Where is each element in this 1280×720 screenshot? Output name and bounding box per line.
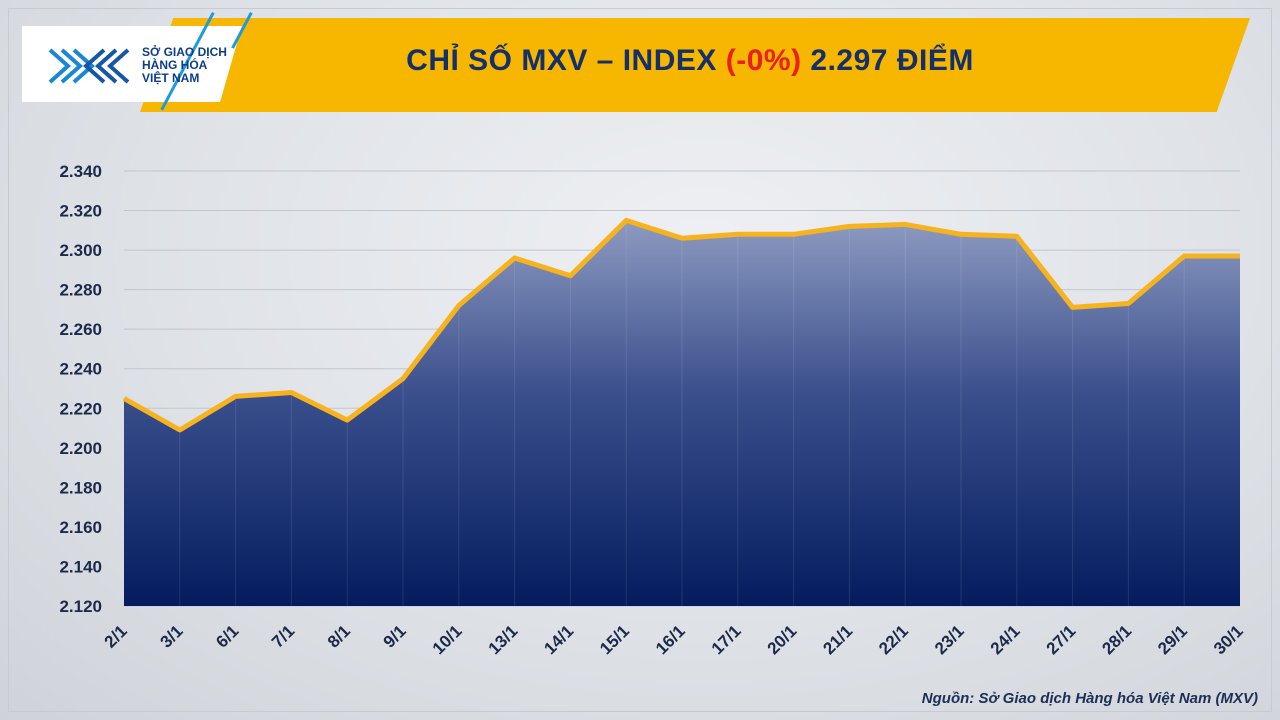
x-tick-label: 23/1 — [931, 621, 968, 658]
chart-title: CHỈ SỐ MXV – INDEX (-0%) 2.297 ĐIỂM — [300, 44, 1080, 78]
x-tick-label: 7/1 — [268, 621, 298, 651]
logo-line-2: HÀNG HÓA — [142, 58, 208, 72]
y-tick-label: 2.260 — [59, 320, 102, 339]
y-tick-label: 2.160 — [59, 518, 102, 537]
x-axis: 2/1 3/1 6/1 7/1 8/1 9/1 10/1 13/1 14/1 15/1 16/1 17… — [101, 621, 1247, 658]
x-tick-label: 24/1 — [987, 621, 1024, 658]
x-tick-label: 27/1 — [1043, 621, 1080, 658]
x-tick-label: 13/1 — [485, 621, 522, 658]
x-tick-label: 29/1 — [1154, 621, 1191, 658]
y-tick-label: 2.340 — [59, 162, 102, 181]
title-banner — [140, 18, 1250, 112]
logo-line-1: SỞ GIAO DỊCH — [142, 45, 227, 59]
frame-border — [8, 8, 1272, 712]
title-suffix: 2.297 ĐIỂM — [801, 44, 974, 77]
x-tick-label: 8/1 — [324, 621, 354, 651]
x-tick-label: 30/1 — [1210, 621, 1247, 658]
x-tick-label: 9/1 — [380, 621, 410, 651]
mxv-logo-icon — [48, 48, 130, 84]
y-tick-label: 2.120 — [59, 597, 102, 616]
logo-text: SỞ GIAO DỊCH HÀNG HÓA VIỆT NAM — [142, 46, 242, 85]
logo-line-3: VIỆT NAM — [142, 71, 200, 85]
x-tick-label: 17/1 — [708, 621, 745, 658]
x-tick-label: 28/1 — [1098, 621, 1135, 658]
title-prefix: CHỈ SỐ MXV – INDEX — [406, 44, 726, 77]
y-tick-label: 2.240 — [59, 360, 102, 379]
y-tick-label: 2.200 — [59, 439, 102, 458]
title-change: (-0%) — [725, 44, 802, 77]
x-tick-label: 20/1 — [764, 621, 801, 658]
x-tick-label: 14/1 — [540, 621, 577, 658]
x-tick-label: 2/1 — [101, 621, 131, 651]
x-tick-label: 16/1 — [652, 621, 689, 658]
y-axis: 2.120 2.140 2.160 2.180 2.200 2.220 2.240 2.260… — [59, 162, 102, 616]
source-note: Nguồn: Sở Giao dịch Hàng hóa Việt Nam (M… — [921, 690, 1258, 707]
y-tick-label: 2.280 — [59, 281, 102, 300]
y-tick-label: 2.140 — [59, 557, 102, 576]
x-tick-label: 6/1 — [212, 621, 242, 651]
x-tick-label: 15/1 — [596, 621, 633, 658]
y-tick-label: 2.320 — [59, 202, 102, 221]
y-tick-label: 2.300 — [59, 241, 102, 260]
vertical-gridlines — [179, 223, 1185, 606]
series-line — [122, 217, 1240, 433]
y-tick-label: 2.220 — [59, 399, 102, 418]
logo-panel — [22, 26, 242, 102]
x-tick-label: 3/1 — [156, 621, 186, 651]
x-tick-label: 22/1 — [875, 621, 912, 658]
y-tick-label: 2.180 — [59, 478, 102, 497]
area-fill — [124, 220, 1240, 606]
x-tick-label: 21/1 — [819, 621, 856, 658]
x-tick-label: 10/1 — [429, 621, 466, 658]
